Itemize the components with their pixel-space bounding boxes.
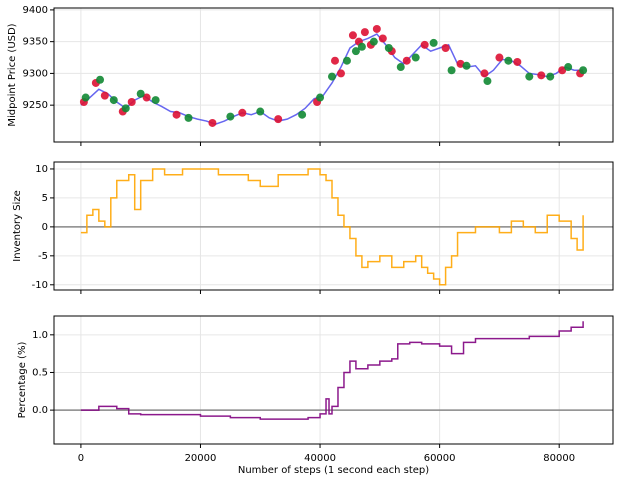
x-tick-label: 20000	[185, 453, 217, 464]
trade-marker	[447, 66, 456, 75]
trade-marker	[558, 66, 567, 75]
trade-marker	[513, 57, 522, 66]
plot-frame	[53, 7, 614, 143]
trade-marker	[429, 38, 438, 47]
trade-marker	[525, 72, 534, 81]
trade-marker	[316, 93, 325, 102]
trade-marker	[342, 56, 351, 65]
y-tick-label: 0.0	[32, 405, 48, 416]
x-tick-label: 60000	[424, 453, 456, 464]
x-tick-label: 40000	[304, 453, 336, 464]
plot-area	[54, 162, 613, 290]
trade-marker	[256, 107, 265, 116]
plot-frame	[53, 161, 614, 291]
trade-marker	[348, 31, 357, 40]
trade-marker	[402, 56, 411, 65]
y-tick-label: 0.5	[32, 367, 48, 378]
trade-marker	[480, 69, 489, 78]
y-tick-label: 9400	[23, 5, 48, 16]
trade-marker	[274, 115, 283, 124]
trade-marker	[100, 91, 109, 100]
data-line	[80, 321, 584, 420]
y-axis-label: Inventory Size	[12, 190, 23, 261]
y-tick-label: 5	[42, 193, 48, 204]
y-tick-label: -10	[32, 280, 48, 291]
x-axis-label: Number of steps (1 second each step)	[238, 465, 429, 476]
y-tick-label: 1.0	[32, 330, 48, 341]
trade-marker	[184, 113, 193, 122]
trade-marker	[357, 42, 366, 51]
trade-marker	[298, 110, 307, 119]
plot-frame	[53, 315, 614, 445]
trade-marker	[142, 93, 151, 102]
trade-marker	[151, 96, 160, 105]
trade-marker	[441, 44, 450, 53]
trade-marker	[96, 75, 105, 84]
data-line	[80, 33, 584, 126]
trade-marker	[136, 89, 145, 98]
data-line	[80, 168, 584, 286]
trade-marker	[127, 97, 136, 106]
trade-marker	[537, 71, 546, 80]
trade-marker	[462, 61, 471, 70]
trade-marker	[546, 72, 555, 81]
y-tick-label: 9300	[23, 68, 48, 79]
y-tick-label: 9250	[23, 100, 48, 111]
trade-marker	[384, 44, 393, 53]
trade-marker	[238, 108, 247, 117]
trade-marker	[483, 77, 492, 86]
y-tick-label: 0	[42, 222, 48, 233]
trade-marker	[495, 53, 504, 62]
y-tick-label: -5	[38, 251, 48, 262]
y-axis-label: Percentage (%)	[17, 342, 28, 419]
trade-marker	[208, 118, 217, 127]
trade-marker	[360, 28, 369, 37]
trade-marker	[330, 56, 339, 65]
trade-marker	[328, 72, 337, 81]
trade-marker	[396, 63, 405, 72]
trade-marker	[351, 47, 360, 56]
trade-marker	[81, 93, 90, 102]
trade-marker	[411, 53, 420, 62]
trade-marker	[172, 110, 181, 119]
trade-marker	[369, 37, 378, 46]
plot-area	[54, 316, 613, 444]
y-tick-label: 9350	[23, 37, 48, 48]
y-axis-label: Midpoint Price (USD)	[7, 23, 18, 126]
trade-marker	[420, 40, 429, 49]
trade-marker	[372, 24, 381, 33]
y-tick-label: 10	[35, 164, 48, 175]
trade-marker	[336, 69, 345, 78]
x-tick-label: 0	[78, 453, 84, 464]
trade-marker	[226, 112, 235, 121]
trade-marker	[121, 104, 130, 113]
trade-marker	[109, 96, 118, 105]
trade-marker	[378, 34, 387, 43]
x-tick-label: 80000	[543, 453, 575, 464]
trade-marker	[579, 66, 588, 75]
trade-marker	[504, 56, 513, 65]
trade-marker	[564, 63, 573, 72]
